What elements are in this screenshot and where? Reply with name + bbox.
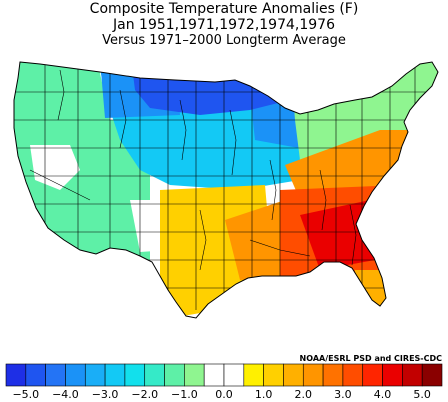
colorbar-bin	[124, 363, 146, 387]
colorbar-bin	[243, 363, 264, 387]
colorbar-bin	[25, 363, 46, 387]
colorbar-bin	[382, 363, 403, 387]
colorbar-tick-label: 5.0	[413, 388, 431, 401]
colorbar-bin	[104, 363, 126, 387]
colorbar-bin	[421, 363, 443, 387]
colorbar-tick-label: 0.0	[215, 388, 233, 401]
colorbar-tick-label: 3.0	[334, 388, 352, 401]
colorbar-bin	[283, 363, 304, 387]
colorbar-tick-label: 4.0	[374, 388, 392, 401]
map-subtitle-years: Jan 1951,1971,1972,1974,1976	[113, 17, 335, 33]
colorbar-bin	[223, 363, 245, 387]
colorbar-tick-label: −3.0	[92, 388, 119, 401]
colorbar-bin	[402, 363, 423, 387]
colorbar-bins	[5, 363, 443, 387]
colorbar-tick-label: −1.0	[171, 388, 198, 401]
colorbar-bin	[5, 363, 27, 387]
colorbar-bin	[164, 363, 185, 387]
colorbar-bin	[203, 363, 225, 387]
colorbar-ticks: −5.0 −4.0 −3.0 −2.0 −1.0 0.0 1.0 2.0 3.0 4.0 5.0	[12, 388, 430, 401]
map-title: Composite Temperature Anomalies (F)	[89, 1, 359, 17]
colorbar-bin	[65, 363, 86, 387]
colorbar-bin	[184, 363, 205, 387]
colorbar-tick-label: −5.0	[12, 388, 39, 401]
colorbar-bin	[322, 363, 344, 387]
colorbar-bin	[342, 363, 364, 387]
colorbar-tick-label: 2.0	[295, 388, 313, 401]
colorbar-bin	[263, 363, 284, 387]
colorbar-tick-label: 1.0	[255, 388, 273, 401]
data-source-credit: NOAA/ESRL PSD and CIRES-CDC	[299, 354, 442, 363]
colorbar-bin	[45, 363, 66, 387]
us-outline	[13, 61, 439, 319]
map-region-neutral-areas	[30, 145, 80, 190]
map-region-georgia-carolinas-core	[300, 200, 375, 270]
colorbar-bin	[362, 363, 383, 387]
colorbar-bin	[144, 363, 165, 387]
colorbar-bin	[84, 363, 106, 387]
colorbar-tick-label: −4.0	[52, 388, 79, 401]
colorbar-tick-label: −2.0	[131, 388, 158, 401]
colorbar-bin	[302, 363, 324, 387]
map-subtitle-baseline: Versus 1971–2000 Longterm Average	[102, 33, 346, 48]
